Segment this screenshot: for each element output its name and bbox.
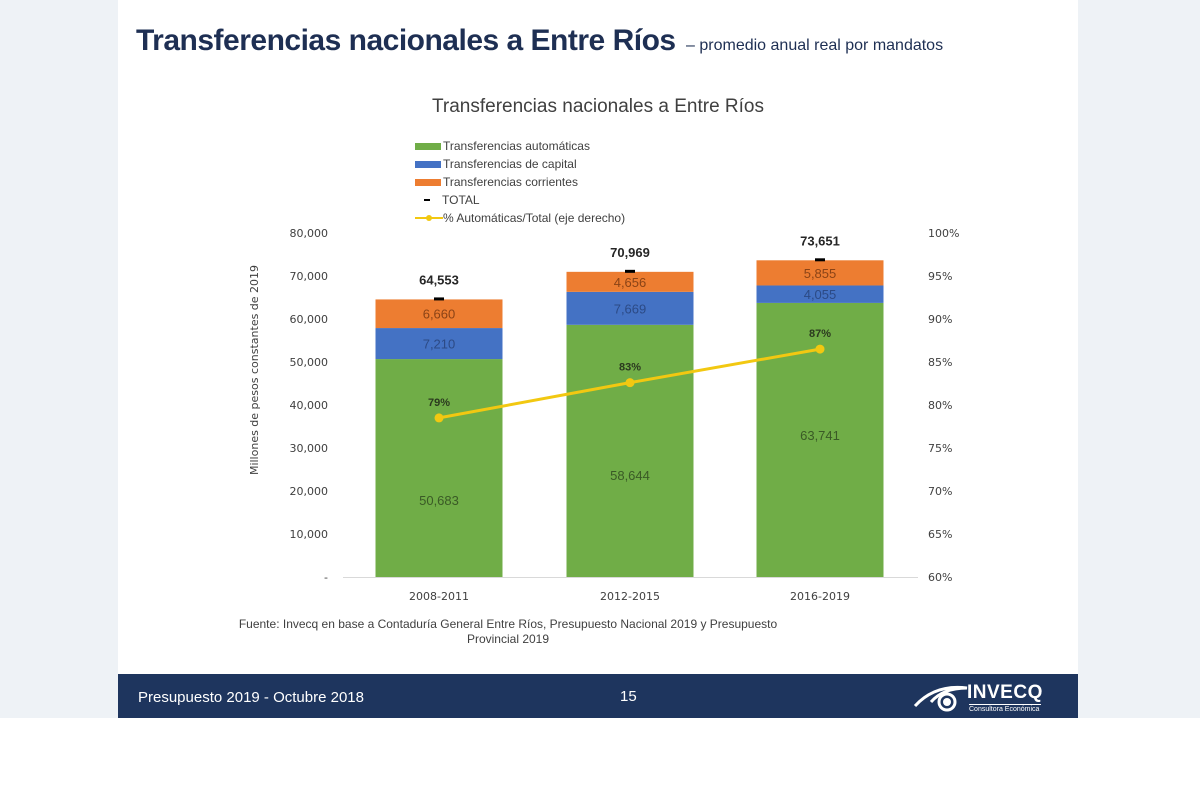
percent-data-label: 87% bbox=[809, 328, 831, 340]
y2-tick-label: 100% bbox=[928, 227, 959, 240]
legend-item-total: TOTAL bbox=[415, 191, 625, 209]
bar-data-label: 63,741 bbox=[800, 428, 840, 443]
percent-data-label: 79% bbox=[428, 397, 450, 409]
bar-segment bbox=[756, 285, 884, 303]
bar-data-label: 5,855 bbox=[804, 266, 837, 281]
legend-marker-total bbox=[424, 199, 430, 201]
y2-tick-label: 75% bbox=[928, 442, 952, 455]
bar-segment bbox=[375, 328, 503, 360]
y-tick-label: 40,000 bbox=[290, 399, 329, 412]
percent-point bbox=[625, 378, 635, 388]
bar-data-label: 58,644 bbox=[610, 468, 650, 483]
slide: Transferencias nacionales a Entre Ríos –… bbox=[118, 0, 1078, 718]
chart-source: Fuente: Invecq en base a Contaduría Gene… bbox=[238, 617, 778, 646]
slide-title-main: Transferencias nacionales a Entre Ríos bbox=[136, 24, 676, 57]
percent-point bbox=[434, 413, 444, 423]
y2-tick-label: 95% bbox=[928, 270, 952, 283]
chart-title: Transferencias nacionales a Entre Ríos bbox=[432, 96, 764, 117]
x-tick-label: 2012-2015 bbox=[600, 590, 660, 603]
y-tick-label: 60,000 bbox=[290, 313, 329, 326]
y2-tick-label: 65% bbox=[928, 528, 952, 541]
legend-label: Transferencias automáticas bbox=[443, 139, 590, 153]
legend-marker-line bbox=[415, 215, 443, 221]
legend-item-corrientes: Transferencias corrientes bbox=[415, 173, 625, 191]
bar-segment bbox=[566, 324, 694, 577]
x-tick-label: 2008-2011 bbox=[409, 590, 469, 603]
percent-point bbox=[815, 344, 825, 354]
bar-data-label: 50,683 bbox=[419, 493, 459, 508]
total-marker bbox=[815, 258, 825, 262]
slide-subtitle: – promedio anual real por mandatos bbox=[686, 37, 944, 54]
y2-tick-label: 80% bbox=[928, 399, 952, 412]
y-tick-label: 20,000 bbox=[290, 485, 329, 498]
footer-label: Presupuesto 2019 - Octubre 2018 bbox=[138, 689, 364, 706]
legend-label: TOTAL bbox=[442, 193, 480, 207]
legend-swatch-corrientes bbox=[415, 178, 441, 186]
left-margin bbox=[0, 0, 118, 718]
y2-tick-label: 90% bbox=[928, 313, 952, 326]
logo-name: INVECQ bbox=[967, 682, 1043, 703]
y2-tick-label: 70% bbox=[928, 485, 952, 498]
legend-swatch-automaticas bbox=[415, 142, 441, 150]
chart-plot: Millones de pesos constantes de 2019 - 10,… bbox=[248, 227, 959, 603]
y-tick-label: 80,000 bbox=[290, 227, 329, 240]
bar-data-label: 7,210 bbox=[423, 337, 456, 352]
legend-item-capital: Transferencias de capital bbox=[415, 155, 625, 173]
chart-legend: Transferencias automáticas Transferencia… bbox=[415, 137, 625, 227]
total-data-label: 64,553 bbox=[419, 272, 459, 287]
percent-data-label: 83% bbox=[619, 362, 641, 374]
invecq-logo: INVECQ Consultora Económica bbox=[913, 680, 1053, 714]
bar-data-label: 7,669 bbox=[614, 301, 647, 316]
legend-label: Transferencias corrientes bbox=[443, 175, 578, 189]
y-tick-label: 70,000 bbox=[290, 270, 329, 283]
total-data-label: 73,651 bbox=[800, 233, 840, 248]
bar-data-label: 4,656 bbox=[614, 275, 647, 290]
slide-title: Transferencias nacionales a Entre Ríos –… bbox=[136, 24, 943, 58]
total-marker bbox=[625, 269, 635, 273]
bar-data-label: 6,660 bbox=[423, 307, 456, 322]
bar-segment bbox=[566, 271, 694, 292]
bar-segment bbox=[756, 260, 884, 286]
legend-label: % Automáticas/Total (eje derecho) bbox=[443, 211, 626, 225]
y-tick-label: - bbox=[324, 571, 328, 584]
bar-segment bbox=[566, 291, 694, 325]
right-margin bbox=[1078, 0, 1200, 718]
legend-item-automaticas: Transferencias automáticas bbox=[415, 137, 625, 155]
y-axis-label: Millones de pesos constantes de 2019 bbox=[248, 265, 261, 475]
bar-segment bbox=[375, 299, 503, 329]
bar-segment bbox=[375, 359, 503, 577]
y2-tick-label: 60% bbox=[928, 571, 952, 584]
footer-bar: Presupuesto 2019 - Octubre 2018 15 INVEC… bbox=[118, 674, 1078, 718]
y2-tick-label: 85% bbox=[928, 356, 952, 369]
x-tick-label: 2016-2019 bbox=[790, 590, 850, 603]
y-tick-label: 30,000 bbox=[290, 442, 329, 455]
eye-logo-icon bbox=[913, 685, 968, 712]
legend-item-percent: % Automáticas/Total (eje derecho) bbox=[415, 209, 625, 227]
y-tick-label: 10,000 bbox=[290, 528, 329, 541]
legend-swatch-capital bbox=[415, 160, 441, 168]
page-number: 15 bbox=[620, 688, 637, 705]
logo-tagline: Consultora Económica bbox=[969, 704, 1041, 713]
legend-label: Transferencias de capital bbox=[443, 157, 577, 171]
y-tick-label: 50,000 bbox=[290, 356, 329, 369]
total-data-label: 70,969 bbox=[610, 245, 650, 260]
bar-data-label: 4,055 bbox=[804, 287, 837, 302]
total-marker bbox=[434, 297, 444, 301]
